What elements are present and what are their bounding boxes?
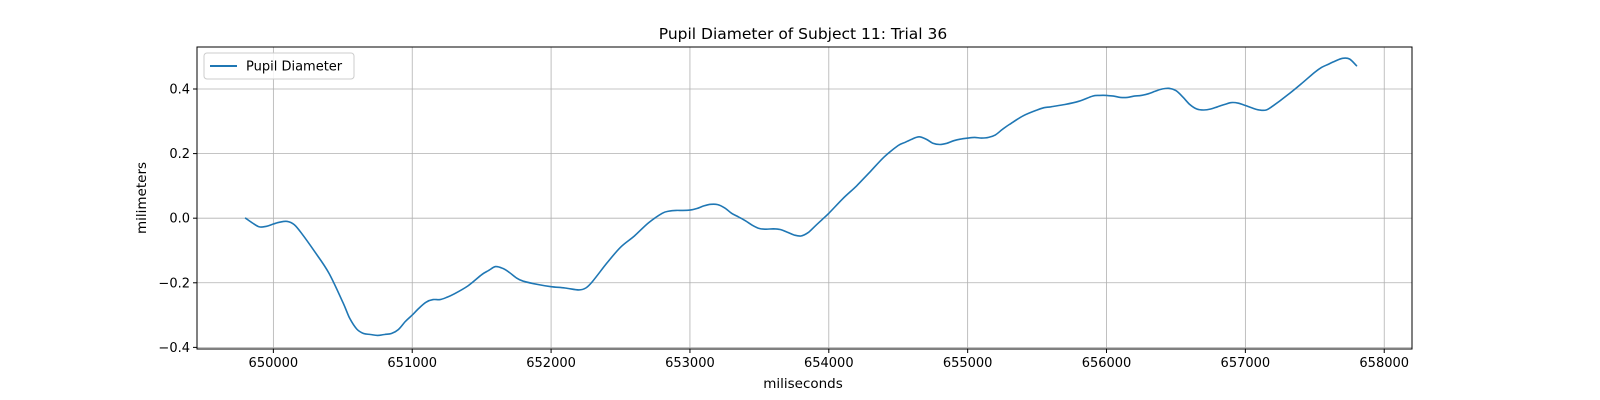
- y-axis-title: milimeters: [134, 162, 150, 234]
- plot-frame: [196, 46, 1413, 350]
- legend: Pupil Diameter: [203, 52, 355, 80]
- x-tick-label: 658000: [1359, 356, 1409, 371]
- x-tick-label: 655000: [943, 356, 993, 371]
- x-tick-label: 657000: [1221, 356, 1271, 371]
- x-tick-label: 651000: [387, 356, 437, 371]
- x-tick-label: 656000: [1082, 356, 1132, 371]
- legend-label: Pupil Diameter: [246, 60, 343, 75]
- x-tick-label: 652000: [526, 356, 576, 371]
- legend-box: [203, 52, 355, 80]
- series-layer: [244, 57, 1358, 337]
- series-line-pupil-diameter: [244, 57, 1358, 337]
- x-axis-ticks: 650000 651000 652000 653000 654000 655000 6560…: [249, 349, 1409, 371]
- y-tick-label: −0.2: [158, 276, 190, 291]
- x-axis-title: miliseconds: [763, 376, 843, 392]
- y-axis-ticks: −0.4 −0.2 0.0 0.2 0.4: [158, 82, 197, 356]
- y-tick-label: 0.4: [169, 82, 190, 97]
- x-tick-label: 653000: [665, 356, 715, 371]
- y-tick-label: 0.2: [169, 147, 190, 162]
- chart-title: Pupil Diameter of Subject 11: Trial 36: [659, 25, 948, 43]
- grid: [197, 47, 1412, 349]
- x-tick-label: 654000: [804, 356, 854, 371]
- x-tick-label: 650000: [249, 356, 299, 371]
- y-tick-label: −0.4: [158, 341, 190, 356]
- y-tick-label: 0.0: [169, 212, 190, 227]
